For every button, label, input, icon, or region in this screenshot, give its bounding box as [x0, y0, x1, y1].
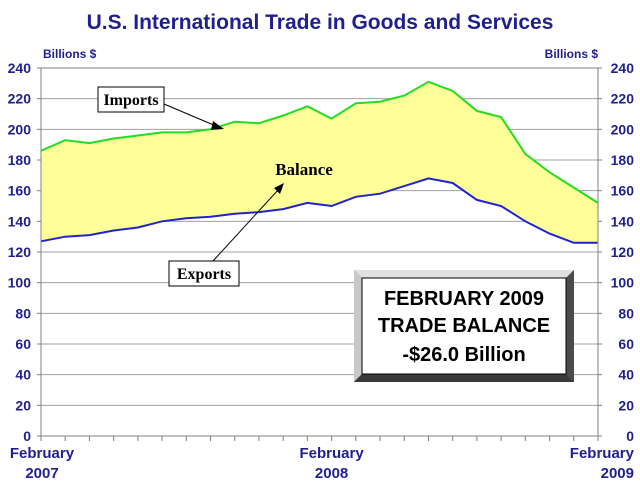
x-tick-label-year: 2007: [25, 465, 58, 482]
right-tick-label: 100: [611, 275, 635, 291]
x-tick-label-month: February: [10, 445, 75, 462]
exports-callout-box: [168, 260, 240, 287]
left-tick-label: 180: [8, 152, 32, 168]
box-line-1: FEBRUARY 2009: [384, 288, 544, 310]
exports-callout-label: Exports: [177, 266, 231, 283]
x-tick-label-year: 2009: [601, 465, 634, 482]
left-tick-label: 200: [8, 121, 32, 137]
right-tick-label: 120: [611, 244, 635, 260]
x-tick-label-year: 2008: [315, 465, 348, 482]
left-tick-label: 120: [8, 244, 32, 260]
box-line-3: -$26.0 Billion: [402, 344, 525, 366]
imports-line: [40, 80, 599, 204]
left-tick-label: 240: [8, 60, 32, 76]
right-tick-label: 40: [618, 367, 634, 383]
left-tick-label: 140: [8, 213, 32, 229]
right-axis: 0 20 40 60 80 100 120 140 160 180 200 220 240: [598, 60, 634, 444]
right-tick-label: 200: [611, 121, 635, 137]
left-tick-label: 100: [8, 275, 32, 291]
imports-arrow-line: [163, 103, 217, 127]
left-tick-label: 40: [15, 367, 31, 383]
left-tick-label: 0: [23, 428, 31, 444]
x-tick-label-month: February: [570, 445, 635, 462]
imports-arrow-head: [211, 121, 224, 130]
right-tick-label: 160: [611, 183, 635, 199]
imports-callout-box: [97, 86, 165, 113]
left-tick-label: 160: [8, 183, 32, 199]
right-tick-label: 240: [611, 60, 635, 76]
right-tick-label: 220: [611, 91, 635, 107]
left-tick-label: 60: [15, 336, 31, 352]
left-tick-label: 220: [8, 91, 32, 107]
left-unit-label: Billions $: [43, 47, 97, 61]
x-axis: February 2007 February 2008 February 2009: [10, 436, 635, 482]
trade-balance-box: FEBRUARY 2009 TRADE BALANCE -$26.0 Billi…: [354, 270, 574, 382]
box-line-2: TRADE BALANCE: [378, 315, 550, 337]
exports-arrow-line: [212, 188, 280, 262]
right-tick-label: 60: [618, 336, 634, 352]
right-unit-label: Billions $: [545, 47, 599, 61]
right-tick-label: 0: [626, 428, 634, 444]
left-tick-label: 20: [15, 397, 31, 413]
balance-area: [41, 81, 598, 243]
right-tick-label: 20: [618, 397, 634, 413]
imports-callout-label: Imports: [103, 92, 158, 109]
chart-title: U.S. International Trade in Goods and Se…: [87, 11, 554, 34]
x-tick-label-month: February: [300, 445, 365, 462]
balance-label: Balance: [275, 160, 333, 179]
exports-line: [40, 177, 598, 244]
exports-arrow-head: [274, 183, 284, 194]
left-axis: 0 20 40 60 80 100 120 140 160 180 200 220 240: [8, 60, 41, 444]
left-tick-label: 80: [15, 305, 31, 321]
right-tick-label: 140: [611, 213, 635, 229]
right-tick-label: 80: [618, 305, 634, 321]
right-tick-label: 180: [611, 152, 635, 168]
